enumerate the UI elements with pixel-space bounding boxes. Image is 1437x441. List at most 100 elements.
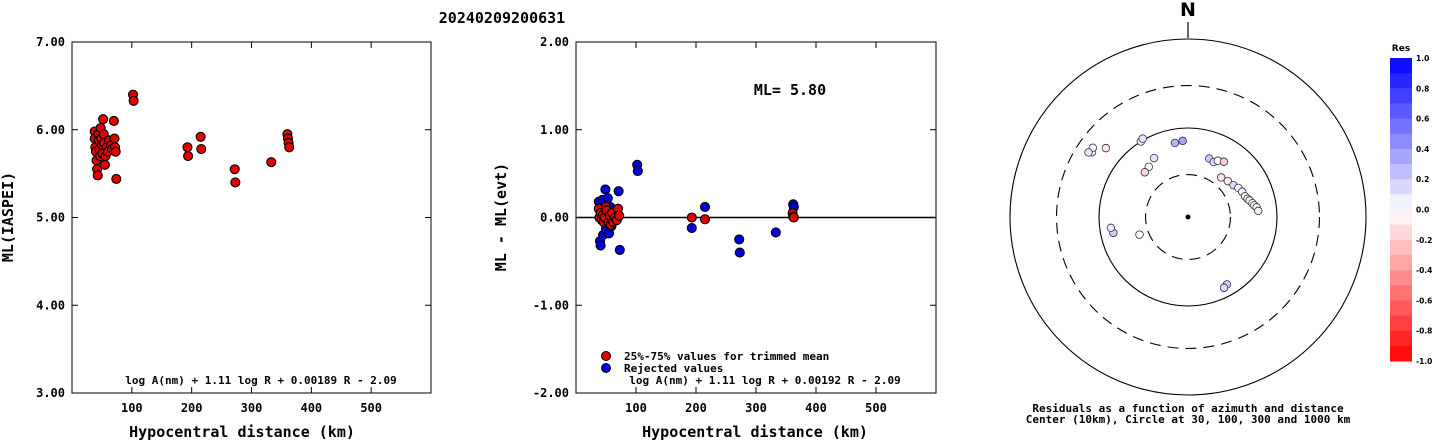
colorbar-labels: 1.0 0.8 0.6 0.4 0.2 0.0 -0.2 -0.4 -0.6 -0.8 -1.0: [1416, 54, 1432, 366]
p2-xtick-label: 300: [745, 401, 767, 415]
legend: 25%-75% values for trimmed mean Rejected…: [601, 350, 829, 375]
colorbar-cell: [1390, 194, 1412, 210]
colorbar-tick-label: -0.2: [1416, 236, 1432, 245]
p1-point-red: [110, 146, 121, 157]
colorbar-cell: [1390, 58, 1412, 74]
p2-point-blue: [600, 184, 611, 195]
legend-label-red: 25%-75% values for trimmed mean: [624, 350, 829, 363]
station-point: [1223, 176, 1233, 186]
distance-rings: [1009, 38, 1367, 396]
p2-point-red: [788, 212, 799, 223]
p1-ytick-label: 4.00: [36, 298, 65, 312]
p1-point-red: [128, 95, 139, 106]
p2-ytick-label: 2.00: [540, 35, 569, 49]
p2-point-blue: [770, 227, 781, 238]
ring-100km: [1098, 127, 1278, 307]
colorbar-cell: [1390, 133, 1412, 150]
colorbar-cell: [1390, 345, 1412, 362]
station-point: [1178, 136, 1187, 146]
p2-point-blue: [734, 247, 745, 258]
p2-ytick-label: 0.00: [540, 211, 569, 225]
panel-ml-residual: ML - ML(evt) Hypocentral distance (km) M…: [492, 35, 937, 441]
p2-point-blue: [699, 201, 711, 213]
p2-point-blue: [614, 244, 625, 256]
station-point: [1135, 230, 1144, 239]
station-point: [1216, 173, 1226, 182]
caption-line2: Center (10km), Circle at 30, 100, 300 an…: [1026, 413, 1351, 426]
colorbar-cell: [1390, 300, 1412, 317]
ring-30km: [1144, 173, 1232, 261]
p2-ytick-label: -2.00: [533, 386, 569, 400]
colorbar-cell: [1390, 224, 1412, 241]
colorbar-cell: [1390, 209, 1412, 226]
p1-point-red: [98, 114, 109, 125]
colorbar-cell: [1390, 103, 1412, 120]
colorbar-tick-label: 1.0: [1416, 54, 1429, 63]
points-left: [89, 89, 295, 188]
ylabel-left: ML(IASPEI): [0, 172, 17, 262]
p2-point-red: [699, 214, 711, 225]
p1-xtick-label: 500: [360, 401, 382, 415]
p1-point-red: [99, 159, 110, 170]
ylabel-middle: ML - ML(evt): [492, 163, 510, 271]
p2-ytick-label: -1.00: [533, 298, 569, 312]
colorbar-cell: [1390, 330, 1412, 347]
ml-annotation: ML= 5.80: [754, 81, 826, 99]
station-point: [1140, 168, 1149, 177]
p1-point-red: [182, 142, 193, 153]
colorbar-cell: [1390, 164, 1412, 180]
formula-middle: log A(nm) + 1.11 log R + 0.00192 R - 2.0…: [629, 374, 901, 387]
p2-point-blue: [734, 234, 745, 245]
station-points: [1084, 134, 1263, 292]
colorbar-cell: [1390, 239, 1412, 256]
legend-marker-blue: [601, 363, 611, 373]
colorbar-cell: [1390, 118, 1412, 135]
axis-ticks-left: 3.00 4.00 5.00 6.00 7.00 100 200 300 400 500: [36, 35, 431, 415]
colorbar-cell: [1390, 73, 1412, 89]
station-point: [1106, 223, 1116, 233]
station-point: [1084, 148, 1093, 157]
colorbar-tick-label: -0.8: [1416, 327, 1432, 336]
p2-point-red: [686, 212, 697, 223]
colorbar-title: Res: [1392, 44, 1410, 54]
station-point: [1219, 157, 1229, 166]
p1-point-red: [108, 115, 119, 127]
p1-point-red: [92, 170, 103, 181]
p1-point-red: [230, 177, 241, 188]
colorbar-cell: [1390, 315, 1412, 332]
p2-xtick-label: 500: [865, 401, 887, 415]
p2-point-blue: [595, 240, 606, 251]
plot-frame-left: [71, 41, 432, 394]
chart-title: 20240209200631: [439, 9, 565, 27]
p1-point-red: [196, 144, 207, 155]
xlabel-left: Hypocentral distance (km): [129, 423, 355, 441]
p1-xtick-label: 200: [181, 401, 203, 415]
p2-xtick-label: 100: [625, 401, 647, 415]
p1-point-red: [111, 173, 122, 184]
formula-left: log A(nm) + 1.11 log R + 0.00189 R - 2.0…: [125, 374, 397, 387]
p1-ytick-label: 5.00: [36, 211, 65, 225]
colorbar-cell: [1390, 254, 1412, 271]
caption-line1: Residuals as a function of azimuth and d…: [1032, 402, 1344, 415]
panel-azimuth: N Residuals as a function of azimuth and…: [1009, 0, 1367, 426]
station-point: [1101, 143, 1111, 153]
legend-label-blue: Rejected values: [624, 362, 723, 375]
p1-point-red: [284, 142, 295, 153]
station-point: [1138, 134, 1147, 143]
p2-ytick-label: 1.00: [540, 123, 569, 137]
p2-point-blue: [686, 222, 697, 234]
colorbar-tick-label: -0.4: [1416, 266, 1432, 275]
colorbar-tick-label: -0.6: [1416, 296, 1432, 305]
colorbar-tick-label: -1.0: [1416, 357, 1432, 366]
colorbar-cell: [1390, 179, 1412, 195]
p1-point-red: [195, 131, 206, 142]
p1-ytick-label: 3.00: [36, 386, 65, 400]
station-point: [1254, 206, 1263, 216]
ring-300km: [1055, 84, 1321, 350]
p2-point-blue: [602, 193, 613, 204]
station-point: [1170, 138, 1180, 148]
p2-xtick-label: 400: [805, 401, 827, 415]
p1-xtick-label: 400: [300, 401, 322, 415]
colorbar-cell: [1390, 270, 1412, 286]
p2-point-red: [614, 210, 625, 221]
